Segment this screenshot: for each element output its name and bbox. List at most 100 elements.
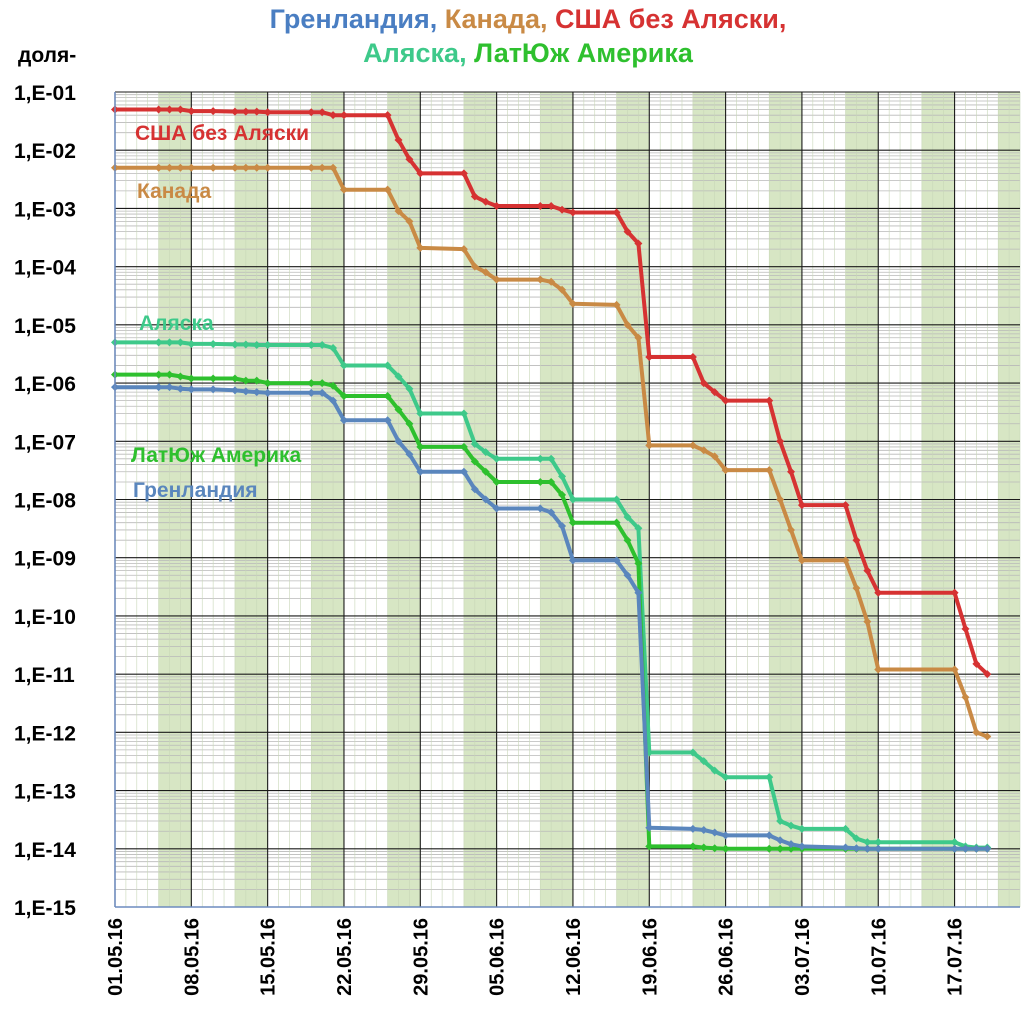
x-tick-label: 03.07.16: [792, 918, 814, 996]
y-tick-label: 1,E-01: [14, 82, 76, 105]
data-point: [329, 381, 338, 390]
data-point: [209, 374, 218, 383]
data-point: [874, 838, 883, 847]
data-point: [481, 467, 490, 476]
data-point: [383, 185, 392, 194]
data-point: [318, 379, 327, 388]
data-point: [165, 163, 174, 172]
data-point: [339, 391, 348, 400]
data-point: [241, 387, 250, 396]
data-point: [547, 277, 556, 286]
data-point: [230, 340, 239, 349]
data-point: [558, 490, 567, 499]
data-point: [416, 442, 425, 451]
data-point: [176, 163, 185, 172]
data-point: [492, 504, 501, 513]
chart-title-line-2: Аляска, ЛатЮж Америка: [363, 38, 694, 68]
data-point: [765, 396, 774, 405]
data-point: [623, 571, 632, 580]
data-point: [721, 466, 730, 475]
title-line-2-segment-2: ЛатЮж Америка: [474, 38, 694, 68]
data-point: [983, 732, 992, 741]
data-point: [612, 518, 621, 527]
data-point: [481, 197, 490, 206]
data-point: [481, 448, 490, 457]
data-point: [252, 341, 261, 350]
data-point: [972, 659, 981, 668]
series-1: [111, 163, 992, 741]
data-point: [187, 107, 196, 116]
data-point: [972, 728, 981, 737]
data-point: [787, 840, 796, 849]
data-point: [568, 556, 577, 565]
data-point: [558, 285, 567, 294]
data-point: [230, 374, 239, 383]
data-point: [547, 202, 556, 211]
data-point: [568, 518, 577, 527]
data-point: [329, 163, 338, 172]
data-point: [623, 536, 632, 545]
data-point: [187, 374, 196, 383]
data-point: [623, 227, 632, 236]
data-point: [787, 821, 796, 830]
data-point: [536, 202, 545, 211]
data-point: [470, 192, 479, 201]
data-point: [154, 383, 163, 392]
data-point: [612, 556, 621, 565]
title-line-2-segment-1: ,: [459, 38, 474, 68]
data-point: [634, 333, 643, 342]
data-point: [797, 824, 806, 833]
data-point: [230, 386, 239, 395]
data-point: [776, 817, 785, 826]
data-point: [852, 844, 861, 853]
data-point: [165, 370, 174, 379]
data-point: [154, 105, 163, 114]
data-point: [230, 163, 239, 172]
data-point: [787, 844, 796, 853]
y-tick-label: 1,E-14: [14, 839, 76, 862]
data-point: [710, 388, 719, 397]
data-point: [961, 844, 970, 853]
data-point: [252, 388, 261, 397]
data-point: [721, 396, 730, 405]
data-point: [241, 340, 250, 349]
data-point: [165, 105, 174, 114]
title-line-1-segment-5: ,: [779, 4, 787, 34]
data-point: [721, 773, 730, 782]
data-point: [863, 844, 872, 853]
data-point: [383, 416, 392, 425]
data-point: [154, 338, 163, 347]
series-line: [115, 165, 989, 739]
data-point: [568, 495, 577, 504]
data-point: [721, 831, 730, 840]
data-point: [176, 384, 185, 393]
data-point: [558, 522, 567, 531]
data-point: [645, 441, 654, 450]
data-point: [252, 376, 261, 385]
data-point: [688, 824, 697, 833]
series-0: [111, 105, 992, 679]
data-point: [558, 205, 567, 214]
data-point: [765, 844, 774, 853]
x-tick-label: 12.06.16: [563, 918, 585, 996]
data-point: [950, 588, 959, 597]
data-point: [492, 477, 501, 486]
y-tick-label: 1,E-03: [14, 198, 76, 221]
data-point: [547, 477, 556, 486]
data-point: [241, 376, 250, 385]
data-point: [852, 584, 861, 593]
data-point: [721, 844, 730, 853]
data-point: [416, 467, 425, 476]
data-point: [405, 155, 414, 164]
series-label-latin-america: ЛатЮж Америка: [131, 444, 301, 467]
series-line: [115, 340, 988, 850]
data-point: [776, 836, 785, 845]
data-point: [383, 391, 392, 400]
data-point: [470, 439, 479, 448]
y-tick-label: 1,E-12: [14, 722, 76, 745]
data-point: [863, 617, 872, 626]
data-point: [481, 268, 490, 277]
data-point: [841, 843, 850, 852]
data-point: [645, 823, 654, 832]
x-tick-label: 08.05.16: [181, 918, 203, 996]
